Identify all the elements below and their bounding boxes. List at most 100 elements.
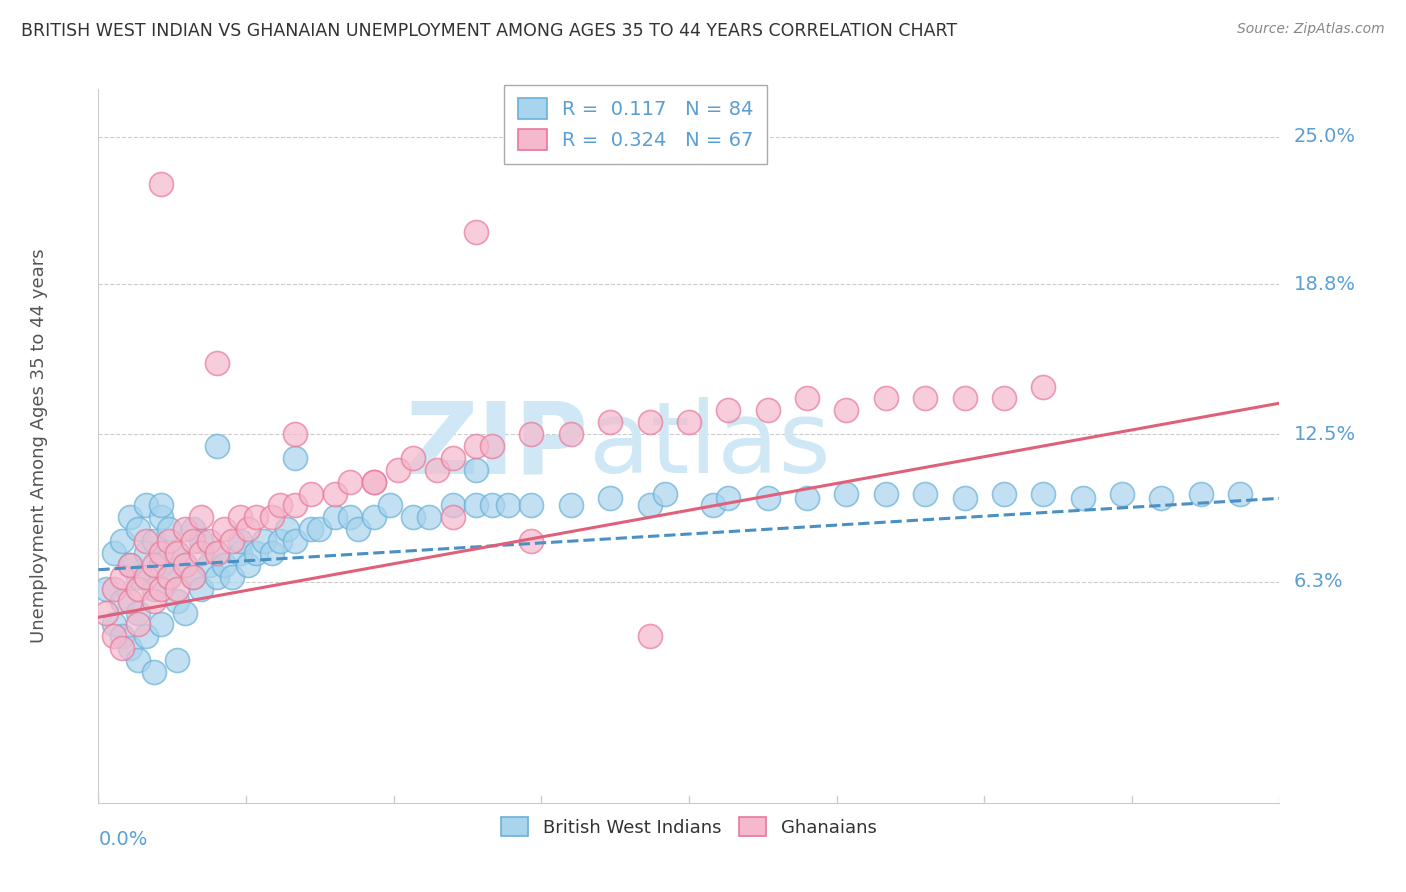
Point — [127, 570, 149, 584]
Point — [1229, 486, 1251, 500]
Point — [157, 570, 180, 584]
Point — [166, 582, 188, 596]
Point — [269, 499, 291, 513]
Point — [284, 534, 307, 549]
Point — [402, 450, 425, 465]
Point — [1032, 379, 1054, 393]
Point — [347, 522, 370, 536]
Point — [638, 629, 661, 643]
Point — [378, 499, 401, 513]
Point — [111, 641, 134, 656]
Point — [993, 392, 1015, 406]
Point — [118, 593, 141, 607]
Point — [181, 570, 204, 584]
Point — [702, 499, 724, 513]
Point — [638, 415, 661, 429]
Point — [481, 439, 503, 453]
Point — [756, 403, 779, 417]
Point — [269, 534, 291, 549]
Point — [181, 534, 204, 549]
Point — [111, 534, 134, 549]
Point — [197, 558, 219, 572]
Point — [205, 546, 228, 560]
Point — [103, 546, 125, 560]
Point — [284, 427, 307, 442]
Point — [654, 486, 676, 500]
Text: atlas: atlas — [589, 398, 830, 494]
Point — [260, 546, 283, 560]
Point — [253, 534, 276, 549]
Point — [520, 499, 543, 513]
Point — [465, 499, 488, 513]
Text: ZIP: ZIP — [406, 398, 589, 494]
Point — [875, 392, 897, 406]
Point — [142, 534, 165, 549]
Point — [174, 558, 197, 572]
Point — [260, 510, 283, 524]
Point — [308, 522, 330, 536]
Point — [205, 546, 228, 560]
Point — [166, 653, 188, 667]
Point — [229, 534, 252, 549]
Point — [150, 582, 173, 596]
Point — [190, 546, 212, 560]
Point — [465, 439, 488, 453]
Point — [127, 617, 149, 632]
Point — [157, 522, 180, 536]
Point — [135, 546, 157, 560]
Point — [174, 558, 197, 572]
Point — [1150, 491, 1173, 506]
Point — [465, 225, 488, 239]
Text: 12.5%: 12.5% — [1294, 425, 1355, 443]
Point — [135, 534, 157, 549]
Point — [111, 629, 134, 643]
Point — [363, 475, 385, 489]
Point — [181, 570, 204, 584]
Point — [181, 522, 204, 536]
Point — [638, 499, 661, 513]
Point — [229, 510, 252, 524]
Point — [599, 491, 621, 506]
Point — [118, 558, 141, 572]
Point — [96, 582, 118, 596]
Point — [127, 606, 149, 620]
Point — [599, 415, 621, 429]
Point — [284, 499, 307, 513]
Point — [875, 486, 897, 500]
Point — [150, 499, 173, 513]
Point — [717, 403, 740, 417]
Point — [796, 392, 818, 406]
Point — [135, 499, 157, 513]
Point — [276, 522, 298, 536]
Point — [1189, 486, 1212, 500]
Point — [1071, 491, 1094, 506]
Text: 0.0%: 0.0% — [98, 830, 148, 849]
Point — [103, 629, 125, 643]
Point — [205, 439, 228, 453]
Point — [560, 427, 582, 442]
Point — [135, 570, 157, 584]
Point — [214, 522, 236, 536]
Point — [166, 546, 188, 560]
Point — [323, 510, 346, 524]
Point — [236, 558, 259, 572]
Point — [118, 641, 141, 656]
Point — [174, 606, 197, 620]
Point — [103, 582, 125, 596]
Point — [127, 582, 149, 596]
Point — [678, 415, 700, 429]
Point — [245, 546, 267, 560]
Point — [953, 491, 976, 506]
Point — [150, 510, 173, 524]
Point — [339, 475, 361, 489]
Point — [465, 463, 488, 477]
Point — [142, 593, 165, 607]
Point — [993, 486, 1015, 500]
Point — [221, 570, 243, 584]
Point — [914, 486, 936, 500]
Point — [560, 499, 582, 513]
Text: 25.0%: 25.0% — [1294, 128, 1355, 146]
Point — [426, 463, 449, 477]
Point — [245, 510, 267, 524]
Point — [323, 486, 346, 500]
